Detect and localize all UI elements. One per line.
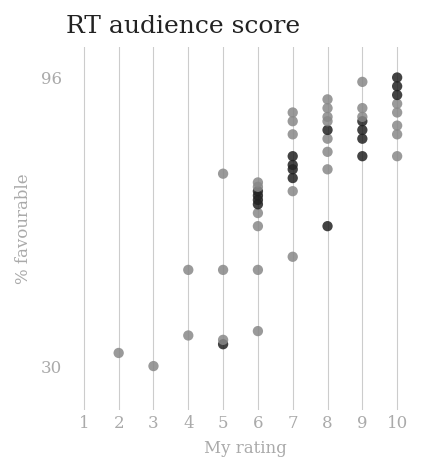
- Point: [254, 266, 261, 274]
- Point: [359, 126, 366, 134]
- Point: [289, 174, 296, 182]
- Point: [324, 118, 331, 125]
- Point: [359, 113, 366, 121]
- Point: [324, 126, 331, 134]
- Point: [254, 183, 261, 191]
- Point: [185, 332, 192, 339]
- Point: [394, 91, 401, 99]
- Y-axis label: % favourable: % favourable: [15, 173, 32, 284]
- Point: [324, 166, 331, 173]
- Point: [289, 161, 296, 169]
- Point: [220, 340, 227, 348]
- Point: [289, 131, 296, 138]
- Point: [394, 152, 401, 160]
- Point: [254, 209, 261, 217]
- Point: [324, 96, 331, 103]
- Point: [324, 222, 331, 230]
- Point: [324, 148, 331, 156]
- X-axis label: My rating: My rating: [204, 440, 287, 457]
- Point: [289, 109, 296, 116]
- Point: [289, 187, 296, 195]
- Point: [324, 113, 331, 121]
- Point: [220, 266, 227, 274]
- Point: [254, 192, 261, 199]
- Point: [359, 135, 366, 143]
- Point: [394, 83, 401, 90]
- Point: [394, 109, 401, 116]
- Point: [289, 118, 296, 125]
- Point: [289, 152, 296, 160]
- Point: [220, 336, 227, 344]
- Point: [254, 327, 261, 335]
- Point: [394, 74, 401, 81]
- Point: [324, 104, 331, 112]
- Point: [254, 187, 261, 195]
- Point: [185, 266, 192, 274]
- Point: [324, 135, 331, 143]
- Point: [394, 100, 401, 108]
- Point: [289, 166, 296, 173]
- Point: [115, 349, 122, 357]
- Point: [289, 253, 296, 261]
- Point: [254, 196, 261, 204]
- Point: [254, 179, 261, 186]
- Point: [359, 152, 366, 160]
- Point: [254, 222, 261, 230]
- Point: [220, 170, 227, 177]
- Point: [254, 201, 261, 208]
- Text: RT audience score: RT audience score: [66, 15, 301, 38]
- Point: [359, 118, 366, 125]
- Point: [394, 131, 401, 138]
- Point: [394, 122, 401, 129]
- Point: [359, 78, 366, 85]
- Point: [359, 104, 366, 112]
- Point: [150, 362, 157, 370]
